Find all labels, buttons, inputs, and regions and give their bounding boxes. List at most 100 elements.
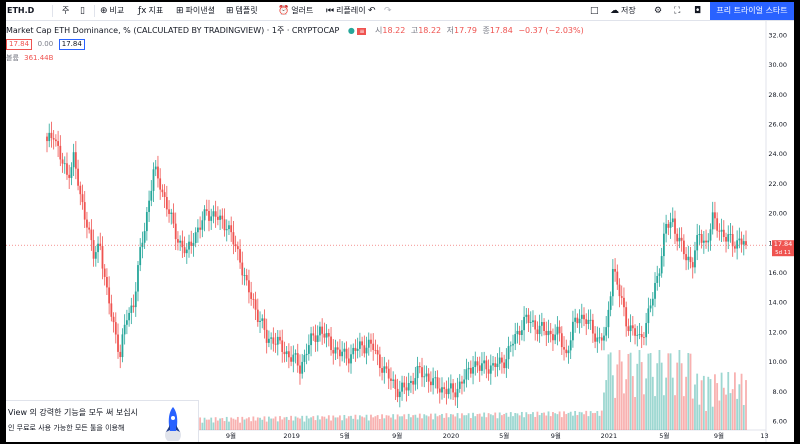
volume-bar: [412, 415, 415, 430]
candle-type-button[interactable]: ▯: [80, 5, 87, 17]
volume-bar: [631, 376, 634, 430]
candle-body: [157, 166, 159, 179]
volume-bar: [523, 417, 525, 430]
volume-bar: [256, 417, 259, 430]
candle-body: [441, 387, 443, 393]
volume-bar: [263, 416, 266, 430]
candle-body: [219, 215, 221, 220]
volume-bar: [634, 396, 636, 430]
volume-bar: [436, 416, 439, 430]
promo-banner[interactable]: View 의 강력한 기능을 모두 써 보십시 인 무료로 사용 가능한 모든 …: [6, 400, 199, 442]
volume-bar: [534, 416, 537, 430]
screenshot-button[interactable]: ◘: [694, 5, 703, 17]
replay-button[interactable]: ⏮ 리플레이: [326, 5, 366, 17]
candle-body: [512, 343, 514, 346]
promo-headline: View 의 강력한 기능을 모두 써 보십시: [8, 408, 138, 417]
volume-bar: [705, 410, 707, 430]
candle-body: [443, 387, 446, 390]
save-button[interactable]: ☁ 저장: [610, 5, 636, 17]
time-tick-label: 9월: [714, 431, 724, 440]
indicators-button[interactable]: ƒx 지표: [138, 5, 163, 17]
candle-body: [421, 367, 423, 378]
series-title[interactable]: Market Cap ETH Dominance, % (CALCULATED …: [6, 26, 340, 35]
volume-bar: [443, 417, 446, 430]
undo-button[interactable]: ↶: [368, 5, 378, 17]
replay-label: 리플레이: [336, 6, 366, 15]
volume-bar: [370, 414, 372, 430]
volume-bar: [667, 353, 670, 430]
candle-body: [72, 152, 75, 168]
volume-bar: [629, 352, 632, 430]
symbol-search[interactable]: ETH.D: [7, 6, 35, 15]
fullscreen-button[interactable]: ⛶: [674, 5, 682, 17]
candle-body: [281, 340, 284, 352]
settings-button[interactable]: ⚙: [654, 5, 664, 17]
volume-bar: [649, 353, 652, 430]
candle-body: [108, 287, 111, 304]
volume-bar: [372, 417, 375, 430]
candle-body: [112, 316, 115, 323]
free-trial-button[interactable]: 프리 트라이얼 스타트: [710, 2, 794, 20]
volume-bar: [545, 415, 548, 430]
layout-button[interactable]: □: [590, 5, 601, 17]
price-axis[interactable]: 6.008.0010.0012.0014.0016.0018.0020.0022…: [768, 31, 787, 425]
templates-label: 템플릿: [235, 6, 258, 15]
volume-bar: [576, 415, 579, 430]
candle-body: [274, 343, 277, 345]
price-chart[interactable]: 6.008.0010.0012.0014.0016.0018.0020.0022…: [6, 2, 794, 442]
volume-bar: [574, 410, 577, 430]
volume-bar: [729, 393, 732, 430]
candle-body: [387, 368, 390, 379]
financials-label: 파이낸셜: [185, 6, 215, 15]
volume-bar: [423, 414, 426, 430]
candle-body: [481, 363, 483, 371]
toolbar-divider: [52, 5, 53, 17]
volume-bar: [489, 414, 492, 430]
sell-price-box[interactable]: 17.84: [6, 39, 33, 50]
candle-body: [230, 225, 233, 233]
price-tick-label: 14.00: [768, 299, 787, 307]
compare-button[interactable]: ⊕ 비교: [100, 5, 124, 17]
candle-body: [429, 381, 432, 386]
candle-body: [623, 297, 625, 308]
candle-body: [292, 354, 295, 362]
templates-button[interactable]: ⊞ 템플릿: [226, 5, 258, 17]
volume-bar: [494, 412, 497, 430]
candle-body: [469, 367, 472, 374]
candle-body: [509, 345, 512, 347]
volume-bar: [609, 352, 612, 430]
candle-body: [196, 227, 199, 233]
time-tick-label: 5월: [499, 431, 509, 440]
interval-button[interactable]: 주: [62, 6, 70, 15]
candle-body: [676, 233, 679, 242]
alert-button[interactable]: ⏰ 얼러트: [278, 5, 313, 17]
buy-price-box[interactable]: 17.84: [58, 39, 85, 50]
candle-body: [716, 218, 719, 231]
candle-body: [299, 365, 301, 374]
volume-bar: [316, 415, 319, 430]
plus-circle-icon: ⊕: [100, 6, 108, 16]
candle-body: [412, 380, 415, 385]
candle-body: [660, 256, 663, 274]
candle-body: [489, 365, 492, 374]
time-tick-label: 13: [760, 432, 768, 440]
volume-bar: [230, 417, 233, 430]
candle-body: [303, 355, 306, 362]
candle-body: [314, 335, 317, 342]
candle-body: [94, 252, 97, 259]
volume-bar: [203, 417, 206, 430]
candle-body: [66, 163, 68, 175]
candle-body: [327, 333, 330, 337]
candle-body: [294, 353, 297, 355]
price-boxes: 17.84 0.00 17.84: [6, 39, 85, 50]
candle-body: [538, 325, 541, 335]
candle-body: [141, 242, 144, 248]
financials-button[interactable]: ⊞ 파이낸셜: [176, 5, 215, 17]
volume-bar: [461, 413, 463, 430]
redo-button[interactable]: ↷: [384, 5, 394, 17]
volume-bar: [660, 362, 663, 430]
volume-bar: [312, 416, 315, 430]
volume-bar: [722, 387, 725, 430]
candle-body: [563, 347, 565, 350]
indicators-icon: ƒx: [138, 6, 147, 16]
